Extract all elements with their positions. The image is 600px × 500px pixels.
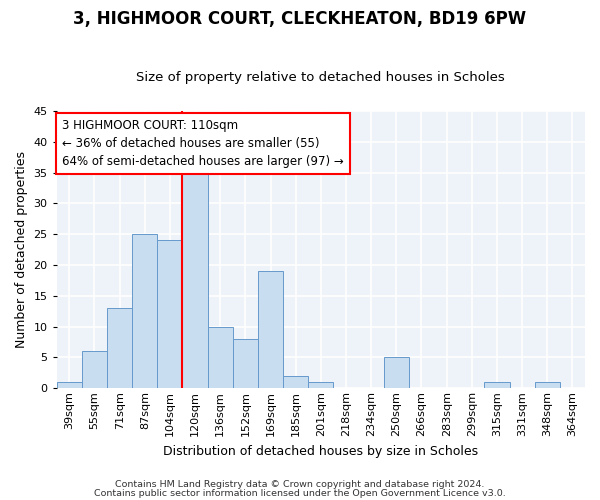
Bar — [107, 308, 132, 388]
Y-axis label: Number of detached properties: Number of detached properties — [15, 151, 28, 348]
Text: 3, HIGHMOOR COURT, CLECKHEATON, BD19 6PW: 3, HIGHMOOR COURT, CLECKHEATON, BD19 6PW — [73, 10, 527, 28]
Bar — [57, 382, 82, 388]
Bar — [82, 352, 107, 389]
Bar — [182, 172, 208, 388]
Bar — [308, 382, 334, 388]
Title: Size of property relative to detached houses in Scholes: Size of property relative to detached ho… — [136, 70, 505, 84]
Text: Contains HM Land Registry data © Crown copyright and database right 2024.: Contains HM Land Registry data © Crown c… — [115, 480, 485, 489]
Bar — [157, 240, 182, 388]
Text: Contains public sector information licensed under the Open Government Licence v3: Contains public sector information licen… — [94, 489, 506, 498]
Text: 3 HIGHMOOR COURT: 110sqm
← 36% of detached houses are smaller (55)
64% of semi-d: 3 HIGHMOOR COURT: 110sqm ← 36% of detach… — [62, 120, 344, 168]
Bar — [208, 326, 233, 388]
Bar — [484, 382, 509, 388]
X-axis label: Distribution of detached houses by size in Scholes: Distribution of detached houses by size … — [163, 444, 478, 458]
Bar — [384, 358, 409, 388]
Bar — [258, 271, 283, 388]
Bar — [132, 234, 157, 388]
Bar — [283, 376, 308, 388]
Bar — [535, 382, 560, 388]
Bar — [233, 339, 258, 388]
